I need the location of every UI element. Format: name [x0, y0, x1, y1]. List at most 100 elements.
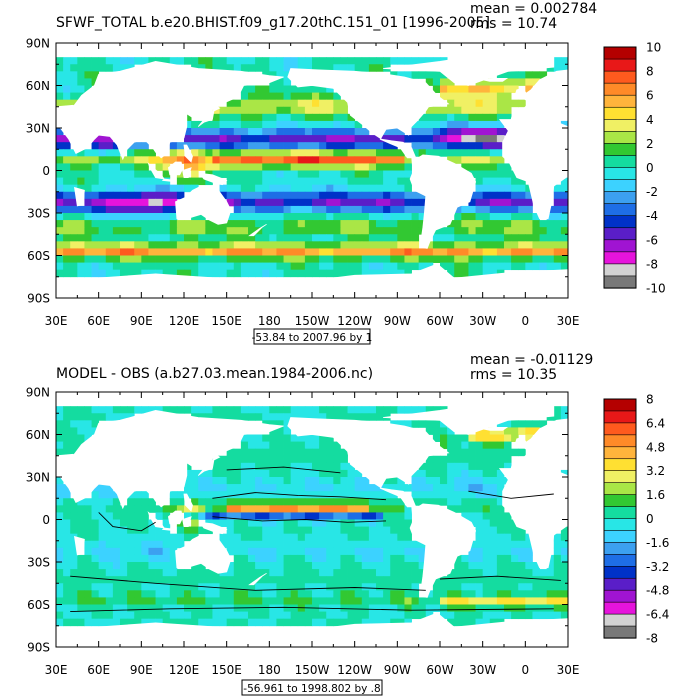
map-cell	[240, 99, 249, 108]
map-cell	[319, 533, 327, 542]
map-cell	[397, 262, 405, 271]
map-cell	[169, 583, 178, 591]
map-cell	[162, 505, 171, 513]
map-cell	[297, 590, 306, 598]
map-cell	[532, 255, 540, 263]
map-cell	[319, 64, 327, 72]
map-cell	[539, 420, 548, 428]
map-cell	[347, 477, 356, 485]
map-cell	[297, 413, 306, 421]
map-cell	[191, 262, 199, 271]
continent	[510, 69, 569, 120]
map-cell	[518, 554, 526, 563]
map-cell	[191, 149, 199, 157]
map-cell	[304, 434, 313, 442]
map-cell	[525, 248, 533, 256]
map-cell	[489, 177, 498, 186]
map-cell	[347, 177, 356, 186]
map-cell	[162, 562, 171, 570]
map-cell	[411, 120, 420, 129]
map-cell	[141, 262, 149, 271]
map-cell	[326, 163, 334, 171]
map-cell	[475, 583, 484, 591]
map-cell	[333, 441, 341, 450]
map-cell	[84, 234, 92, 242]
map-cell	[518, 562, 526, 570]
map-cell	[262, 597, 270, 605]
map-cell	[269, 583, 277, 591]
continent	[167, 510, 184, 525]
map-cell	[120, 184, 128, 193]
map-cell	[248, 597, 256, 605]
map-cell	[553, 198, 562, 207]
map-cell	[504, 576, 512, 584]
x-tick-label: 150W	[295, 314, 330, 328]
map-cell	[155, 227, 164, 235]
map-cell	[489, 562, 498, 570]
map-cell	[312, 142, 320, 150]
map-cell	[383, 604, 391, 612]
map-cell	[333, 213, 341, 221]
map-cell	[283, 156, 292, 164]
map-cell	[63, 184, 71, 193]
map-cell	[262, 576, 270, 584]
colorbar-label: -8	[646, 632, 658, 646]
map-cell	[546, 569, 555, 577]
map-cell	[84, 505, 92, 513]
map-cell	[105, 241, 114, 249]
map-cell	[376, 505, 384, 513]
map-cell	[347, 149, 356, 157]
map-cell	[63, 99, 71, 108]
map-cell	[297, 248, 306, 256]
map-cell	[240, 163, 249, 171]
map-cell	[489, 184, 498, 193]
map-cell	[212, 241, 220, 249]
map-cell	[376, 590, 384, 598]
map-cell	[276, 128, 284, 136]
map-cell	[304, 255, 313, 263]
map-cell	[326, 583, 334, 591]
map-cell	[276, 491, 284, 499]
map-cell	[198, 128, 206, 136]
map-cell	[184, 491, 192, 499]
map-cell	[432, 583, 441, 591]
map-cell	[440, 576, 448, 584]
map-cell	[304, 576, 313, 584]
map-cell	[63, 205, 71, 214]
map-cell	[120, 505, 128, 513]
map-cell	[255, 177, 263, 186]
map-cell	[333, 576, 341, 584]
map-cell	[269, 406, 277, 414]
map-cell	[376, 234, 384, 242]
map-cell	[532, 590, 540, 598]
map-cell	[432, 71, 441, 79]
map-cell	[418, 484, 427, 492]
map-cell	[489, 170, 498, 178]
map-cell	[482, 611, 491, 620]
map-cell	[276, 618, 284, 627]
map-cell	[191, 618, 199, 627]
map-cell	[176, 262, 185, 271]
map-cell	[368, 57, 377, 65]
map-cell	[312, 533, 320, 542]
map-cell	[390, 597, 398, 605]
map-cell	[255, 519, 263, 527]
map-cell	[226, 462, 235, 471]
map-cell	[127, 184, 135, 193]
map-cell	[120, 262, 128, 271]
map-cell	[219, 462, 228, 471]
y-tick-label: 90S	[27, 292, 50, 306]
contour-lines	[70, 466, 561, 613]
map-cell	[368, 142, 377, 150]
map-cell	[255, 142, 263, 150]
map-cell	[319, 413, 327, 421]
map-cell	[532, 583, 540, 591]
map-cell	[269, 135, 277, 143]
map-cell	[212, 248, 220, 256]
map-cell	[511, 71, 519, 79]
map-cell	[297, 255, 306, 263]
map-cell	[461, 512, 469, 520]
map-cell	[205, 498, 213, 506]
map-cell	[77, 248, 85, 256]
map-cell	[84, 604, 92, 612]
